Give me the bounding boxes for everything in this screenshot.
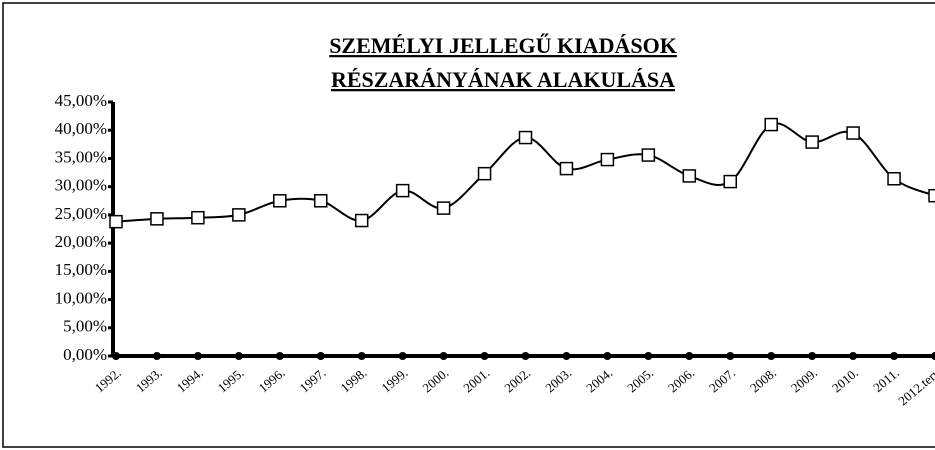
x-tick: [644, 352, 653, 360]
point-marker: [477, 166, 492, 181]
point-marker: [682, 169, 697, 183]
x-tick: [480, 352, 489, 360]
point-marker: [846, 126, 860, 140]
x-tick: [562, 352, 571, 360]
x-tick: [275, 352, 284, 360]
x-tick: [685, 352, 694, 360]
y-tick-label: 15,00%: [55, 260, 107, 279]
x-tick-label: 1994.: [174, 365, 206, 395]
point-marker: [191, 210, 205, 225]
x-tick: [603, 352, 612, 360]
point-marker: [395, 183, 410, 198]
x-tick-label: 2006.: [665, 365, 697, 395]
point-marker: [354, 213, 369, 228]
x-tick-label: 1998.: [337, 365, 369, 395]
x-tick: [726, 352, 735, 360]
x-tick-label: 1995.: [215, 365, 247, 395]
x-tick: [808, 352, 817, 360]
x-tick-label: 1996.: [256, 365, 288, 395]
y-tick-label: 0,00%: [63, 345, 107, 364]
point-marker: [109, 214, 123, 229]
y-tick-label: 45,00%: [55, 91, 107, 110]
chart-title: SZEMÉLYI JELLEGŰ KIADÁSOK: [329, 33, 677, 58]
y-tick-label: 25,00%: [55, 204, 107, 223]
y-tick-label: 20,00%: [55, 232, 107, 251]
x-tick-label: 1997.: [297, 365, 329, 395]
x-tick-label: 2002.: [501, 365, 533, 395]
point-marker: [232, 208, 246, 222]
x-tick: [152, 352, 161, 360]
point-marker: [641, 148, 656, 162]
x-tick-label: 2008.: [747, 365, 779, 395]
point-marker: [559, 161, 574, 176]
y-tick-label: 5,00%: [63, 317, 107, 336]
x-tick: [316, 352, 325, 360]
y-tick-label: 35,00%: [55, 147, 107, 166]
x-tick-label: 2007.: [706, 365, 738, 395]
point-marker: [273, 194, 287, 208]
x-tick: [890, 352, 899, 360]
chart-title: RÉSZARÁNYÁNAK ALAKULÁSA: [331, 67, 675, 92]
point-marker: [436, 201, 451, 215]
x-tick-label: 2004.: [583, 365, 615, 395]
x-tick: [439, 352, 448, 360]
x-tick-label: 2005.: [624, 365, 656, 395]
x-tick-label: 1999.: [378, 365, 410, 395]
point-marker: [887, 172, 901, 186]
x-tick-label: 1992.: [92, 365, 124, 395]
x-tick-label: 2000.: [419, 365, 451, 395]
x-tick: [398, 352, 407, 360]
y-tick-label: 40,00%: [55, 119, 107, 138]
x-tick: [767, 352, 776, 360]
x-tick: [234, 352, 243, 360]
x-tick-label: 2003.: [542, 365, 574, 395]
x-tick: [357, 352, 366, 360]
point-marker: [805, 135, 819, 149]
x-tick: [193, 352, 202, 360]
point-marker: [314, 194, 328, 208]
y-tick-label: 10,00%: [55, 288, 107, 307]
point-marker: [764, 117, 778, 132]
x-tick: [112, 352, 120, 360]
x-tick-label: 2001.: [460, 365, 492, 395]
x-tick-label: 1993.: [133, 365, 165, 395]
point-marker: [150, 212, 164, 226]
point-marker: [928, 188, 935, 203]
x-tick-label: 2012.terv: [895, 365, 935, 409]
point-marker: [518, 130, 533, 145]
point-marker: [600, 152, 615, 167]
x-tick: [521, 352, 530, 360]
point-marker: [723, 174, 737, 189]
y-tick-label: 30,00%: [55, 176, 107, 195]
x-tick: [849, 352, 858, 360]
x-tick-label: 2010.: [829, 365, 861, 395]
x-tick: [931, 352, 935, 360]
x-tick-label: 2011.: [870, 365, 902, 395]
x-tick-label: 2009.: [788, 365, 820, 395]
